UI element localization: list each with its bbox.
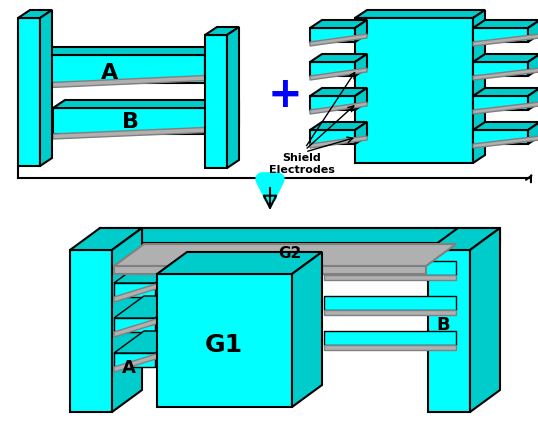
Polygon shape	[473, 136, 538, 148]
Polygon shape	[205, 35, 227, 168]
Polygon shape	[40, 47, 217, 55]
Polygon shape	[473, 68, 538, 80]
Polygon shape	[470, 228, 500, 412]
Polygon shape	[528, 54, 538, 76]
Polygon shape	[70, 228, 142, 250]
Polygon shape	[473, 62, 528, 76]
Polygon shape	[473, 54, 538, 62]
Polygon shape	[40, 55, 205, 83]
Polygon shape	[53, 126, 239, 139]
Polygon shape	[114, 261, 185, 283]
Polygon shape	[428, 250, 470, 412]
Polygon shape	[324, 331, 456, 345]
Polygon shape	[473, 28, 528, 42]
Polygon shape	[310, 68, 367, 80]
Polygon shape	[324, 296, 456, 310]
Text: A: A	[101, 63, 118, 83]
Polygon shape	[310, 102, 367, 114]
Polygon shape	[473, 88, 538, 96]
Polygon shape	[473, 122, 538, 130]
Polygon shape	[227, 27, 239, 168]
Text: G2: G2	[278, 246, 302, 260]
Text: B: B	[122, 112, 138, 132]
Polygon shape	[355, 54, 367, 76]
Text: +: +	[267, 74, 302, 116]
Polygon shape	[157, 252, 322, 274]
Polygon shape	[157, 274, 292, 407]
Polygon shape	[528, 122, 538, 144]
Text: G1: G1	[205, 333, 243, 357]
Polygon shape	[114, 353, 155, 367]
Polygon shape	[324, 310, 456, 315]
Polygon shape	[473, 102, 538, 114]
Polygon shape	[310, 122, 367, 130]
Polygon shape	[292, 252, 322, 407]
Polygon shape	[114, 310, 185, 337]
Polygon shape	[324, 275, 456, 280]
Polygon shape	[473, 34, 538, 46]
Polygon shape	[473, 10, 485, 163]
Polygon shape	[528, 88, 538, 110]
Polygon shape	[310, 34, 367, 46]
Polygon shape	[310, 88, 367, 96]
Polygon shape	[100, 228, 500, 243]
Polygon shape	[70, 250, 112, 412]
Polygon shape	[473, 20, 538, 28]
Polygon shape	[18, 10, 52, 18]
Polygon shape	[114, 244, 456, 266]
Polygon shape	[227, 100, 239, 134]
Polygon shape	[114, 318, 155, 332]
Polygon shape	[428, 228, 500, 250]
Polygon shape	[53, 100, 239, 108]
Polygon shape	[355, 18, 473, 163]
Polygon shape	[114, 275, 185, 302]
Polygon shape	[114, 266, 426, 274]
Polygon shape	[205, 47, 217, 83]
Polygon shape	[205, 27, 239, 35]
Polygon shape	[114, 296, 185, 318]
Polygon shape	[355, 88, 367, 110]
Polygon shape	[40, 10, 52, 166]
Polygon shape	[114, 331, 185, 353]
Polygon shape	[324, 261, 456, 275]
Polygon shape	[473, 96, 528, 110]
Polygon shape	[114, 345, 185, 372]
Polygon shape	[355, 10, 485, 18]
Polygon shape	[310, 62, 355, 76]
Text: A: A	[122, 359, 136, 377]
Text: B: B	[436, 316, 450, 334]
Polygon shape	[355, 122, 367, 144]
Polygon shape	[114, 283, 155, 297]
Polygon shape	[142, 228, 458, 243]
Polygon shape	[18, 18, 40, 166]
Polygon shape	[324, 345, 456, 350]
Polygon shape	[310, 28, 355, 42]
Polygon shape	[355, 20, 367, 42]
Polygon shape	[310, 54, 367, 62]
Polygon shape	[310, 20, 367, 28]
Polygon shape	[53, 108, 227, 134]
Polygon shape	[310, 130, 355, 144]
Polygon shape	[112, 228, 142, 412]
Text: Shield
Electrodes: Shield Electrodes	[269, 153, 335, 175]
Polygon shape	[40, 75, 217, 88]
Polygon shape	[528, 20, 538, 42]
Polygon shape	[473, 130, 528, 144]
Polygon shape	[310, 96, 355, 110]
Polygon shape	[310, 136, 367, 148]
